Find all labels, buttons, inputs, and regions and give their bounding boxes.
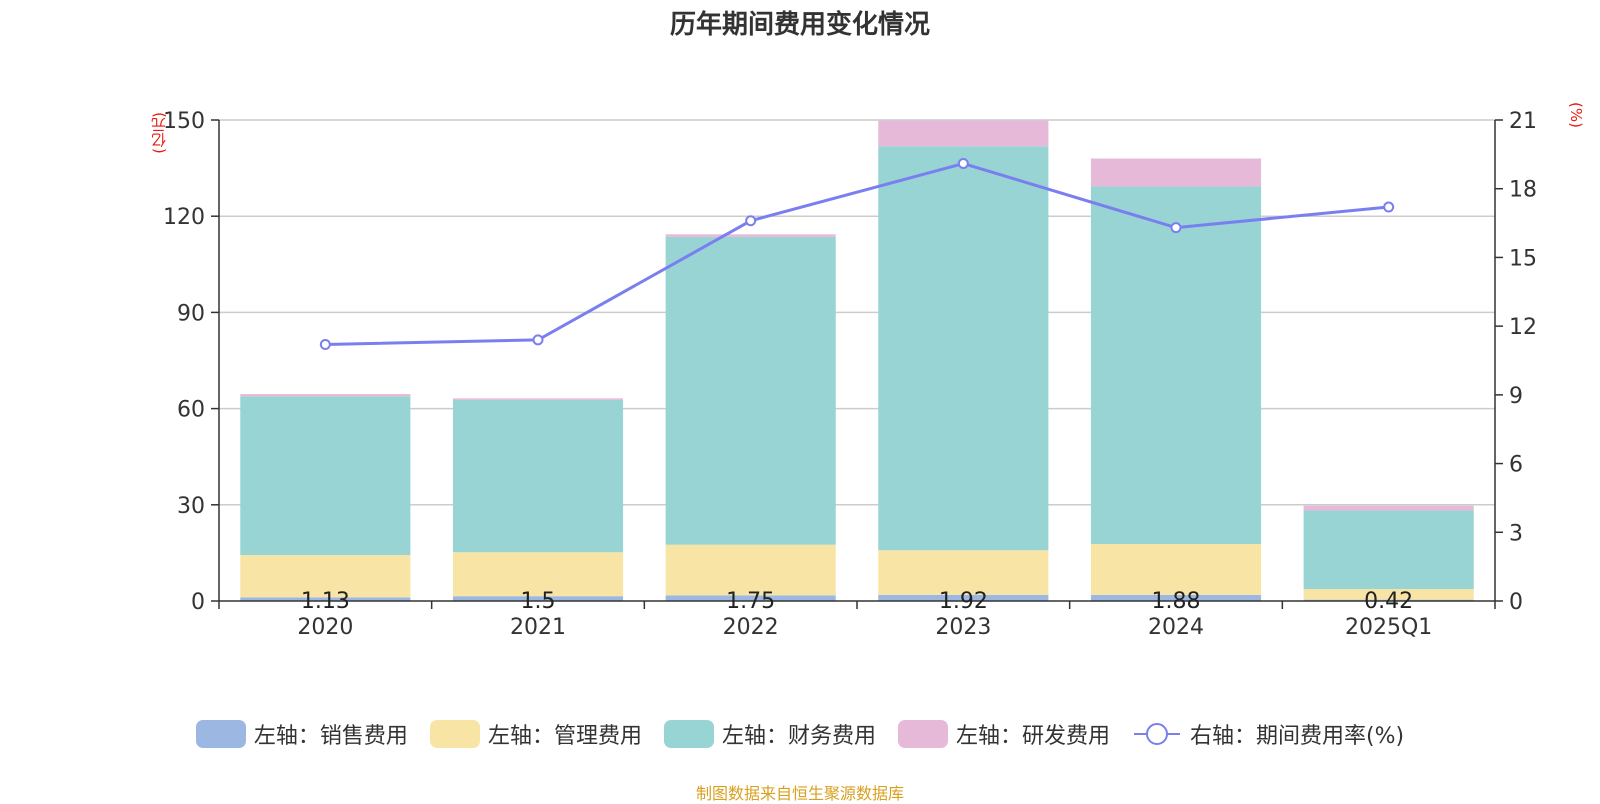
legend-label-rnd: 左轴：研发费用 bbox=[955, 724, 1110, 749]
bar-segment-1-2025Q1 bbox=[1303, 589, 1474, 600]
bar-segment-1-2024 bbox=[1090, 543, 1262, 595]
right-axis-tick-label: 9 bbox=[1509, 384, 1523, 409]
data-label-sales: 0.42 bbox=[1364, 589, 1413, 614]
right-axis-tick-label: 6 bbox=[1509, 453, 1523, 478]
x-axis-tick-label: 2021 bbox=[510, 615, 566, 640]
right-axis-tick-label: 12 bbox=[1509, 315, 1537, 340]
legend-swatch-admin bbox=[429, 720, 480, 748]
left-axis-tick-label: 60 bbox=[177, 398, 205, 423]
bar-segment-3-2022 bbox=[665, 234, 836, 237]
bar-segment-2-2024 bbox=[1090, 186, 1262, 544]
bar-segment-0-2023 bbox=[878, 594, 1049, 601]
bar-segment-2-2023 bbox=[878, 146, 1049, 551]
chart-legend: 左轴：销售费用 左轴：管理费用 左轴：财务费用 左轴：研发费用 右轴：期间费用率… bbox=[0, 718, 1600, 750]
legend-label-finance: 左轴：财务费用 bbox=[721, 724, 876, 749]
chart-plot: 0 30 60 90 120 150 0 3 6 9 12 15 18 21 2020 2021 2022 202… bbox=[163, 109, 1537, 640]
bar-segment-0-2020 bbox=[240, 597, 411, 601]
legend-swatch-sales bbox=[195, 720, 246, 748]
bar-segment-1-2022 bbox=[665, 544, 836, 596]
legend-item-sales[interactable]: 左轴：销售费用 bbox=[195, 718, 408, 750]
left-axis-tick-label: 150 bbox=[163, 109, 205, 134]
bar-segment-3-2021 bbox=[452, 398, 624, 400]
expense-ratio-point-2021 bbox=[532, 334, 544, 346]
right-axis-unit: (%) bbox=[1567, 102, 1585, 128]
x-axis-tick-label: 2020 bbox=[297, 615, 353, 640]
left-axis-tick-label: 90 bbox=[177, 301, 205, 326]
x-axis-tick-label: 2025Q1 bbox=[1345, 615, 1432, 640]
legend-item-admin[interactable]: 左轴：管理费用 bbox=[429, 718, 642, 750]
data-label-sales: 1.13 bbox=[301, 589, 350, 614]
bar-segment-2-2021 bbox=[452, 399, 624, 553]
expense-ratio-point-2024 bbox=[1170, 222, 1182, 234]
legend-item-finance[interactable]: 左轴：财务费用 bbox=[663, 718, 876, 750]
data-source-note: 制图数据来自恒生聚源数据库 bbox=[695, 784, 904, 803]
legend-item-rnd[interactable]: 左轴：研发费用 bbox=[897, 718, 1110, 750]
chart-title: 历年期间费用变化情况 bbox=[669, 10, 930, 40]
legend-label-admin: 左轴：管理费用 bbox=[487, 724, 642, 749]
bar-segment-3-2024 bbox=[1090, 158, 1262, 187]
expense-ratio-point-2025Q1 bbox=[1383, 201, 1395, 213]
data-label-sales: 1.88 bbox=[1152, 589, 1201, 614]
x-axis-tick-label: 2023 bbox=[935, 615, 991, 640]
left-axis-tick-label: 30 bbox=[177, 494, 205, 519]
legend-label-sales: 左轴：销售费用 bbox=[253, 724, 408, 749]
bar-segment-1-2021 bbox=[452, 552, 624, 597]
bar-segment-2-2020 bbox=[240, 396, 411, 556]
expense-ratio-point-2020 bbox=[319, 338, 331, 350]
expense-ratio-line bbox=[325, 161, 1389, 346]
right-axis-tick-label: 0 bbox=[1509, 590, 1523, 615]
x-axis-tick-label: 2022 bbox=[723, 615, 779, 640]
right-axis-tick-label: 21 bbox=[1509, 109, 1537, 134]
bar-segment-1-2020 bbox=[240, 555, 411, 598]
expense-ratio-point-2023 bbox=[957, 158, 969, 170]
expense-ratio-point-2022 bbox=[745, 215, 757, 227]
legend-label-expense-ratio: 右轴：期间费用率(%) bbox=[1189, 724, 1405, 749]
legend-swatch-finance bbox=[663, 720, 714, 748]
bar-segment-2-2025Q1 bbox=[1303, 510, 1474, 590]
bar-segment-3-2023 bbox=[878, 120, 1049, 147]
bar-segment-0-2022 bbox=[665, 595, 836, 601]
bar-segment-0-2024 bbox=[1090, 594, 1262, 601]
right-axis-tick-label: 3 bbox=[1509, 521, 1523, 546]
legend-item-expense-ratio[interactable]: 右轴：期间费用率(%) bbox=[1132, 718, 1404, 750]
left-axis-tick-label: 120 bbox=[163, 205, 205, 230]
x-axis-tick-label: 2024 bbox=[1148, 615, 1204, 640]
bar-segment-3-2020 bbox=[240, 394, 411, 397]
bar-segment-0-2021 bbox=[452, 596, 624, 601]
data-label-sales: 1.5 bbox=[521, 589, 556, 614]
bar-segment-1-2023 bbox=[878, 550, 1049, 595]
bar-segment-2-2022 bbox=[665, 236, 836, 545]
legend-swatch-rnd bbox=[897, 720, 948, 748]
right-axis-tick-label: 15 bbox=[1509, 246, 1537, 271]
data-label-sales: 1.75 bbox=[726, 589, 775, 614]
legend-swatch-expense-ratio bbox=[1133, 723, 1180, 745]
right-axis-tick-label: 18 bbox=[1509, 178, 1537, 203]
data-label-sales: 1.92 bbox=[939, 589, 988, 614]
left-axis-tick-label: 0 bbox=[191, 590, 205, 615]
bar-segment-3-2025Q1 bbox=[1303, 505, 1474, 511]
